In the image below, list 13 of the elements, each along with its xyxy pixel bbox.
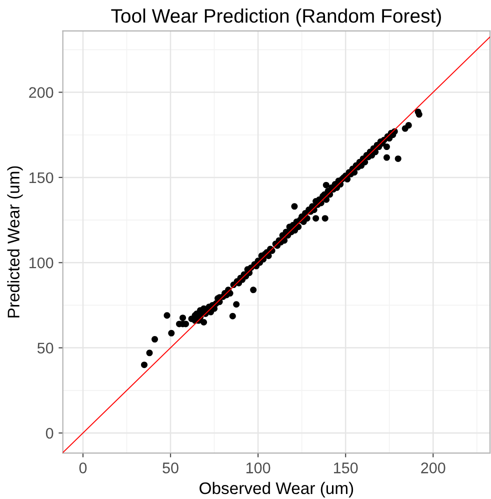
x-axis-title: Observed Wear (um) (200, 482, 354, 498)
y-tick-label: 0 (46, 428, 54, 439)
y-tick-label: 150 (30, 172, 54, 184)
x-tick-label: 150 (334, 462, 358, 474)
y-tick-label: 200 (29, 87, 54, 98)
y-tick-label: 100 (30, 257, 54, 268)
x-tick-label: 100 (246, 462, 270, 474)
x-tick-label: 50 (162, 462, 178, 474)
x-tick-label: 200 (421, 462, 446, 474)
y-tick-label: 50 (37, 342, 54, 354)
y-axis-title: Predicted Wear (um) (7, 166, 23, 318)
chart-title: Tool Wear Prediction (Random Forest) (111, 8, 441, 27)
x-tick-label: 0 (79, 462, 87, 474)
